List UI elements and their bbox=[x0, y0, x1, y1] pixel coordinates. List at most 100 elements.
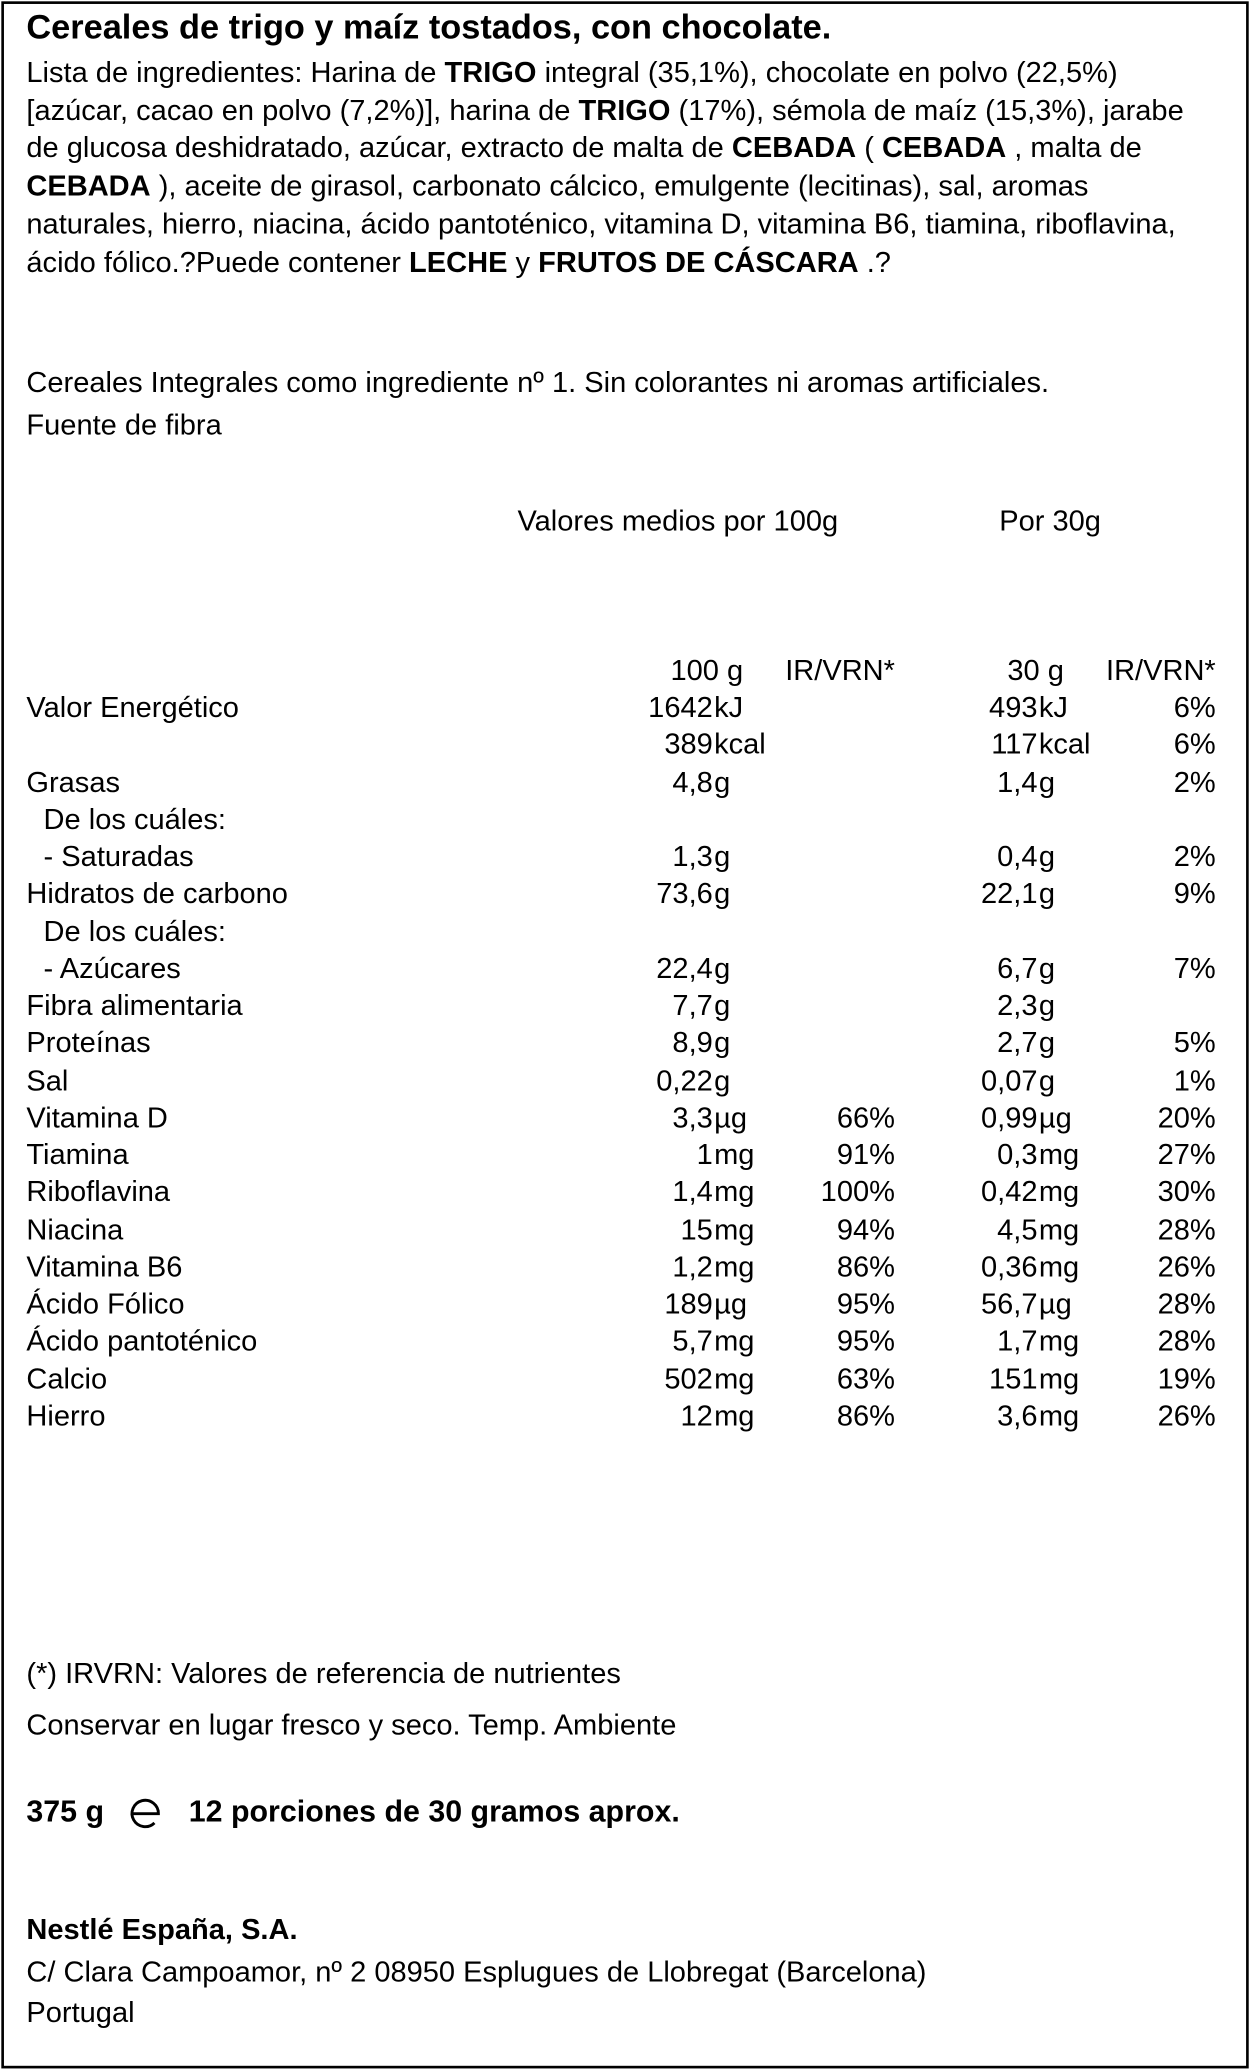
allergen: CEBADA bbox=[881, 131, 1007, 165]
ingredient-text: y bbox=[507, 244, 539, 278]
unit-100g: mg bbox=[714, 1249, 755, 1283]
value-100g: 389 bbox=[664, 727, 713, 761]
ir-30g: 27% bbox=[1157, 1137, 1216, 1171]
value-30g: 117 bbox=[991, 727, 1038, 761]
value-100g: 1,3 bbox=[672, 839, 713, 873]
value-30g: 0,42 bbox=[980, 1175, 1038, 1209]
nutrient-name: De los cuáles: bbox=[43, 914, 226, 948]
unit-30g: mg bbox=[1038, 1361, 1080, 1395]
ir-30g: 28% bbox=[1157, 1212, 1216, 1246]
value-100g: 8,9 bbox=[672, 1025, 713, 1059]
value-100g: 189 bbox=[664, 1287, 713, 1320]
allergen: TRIGO bbox=[578, 93, 671, 127]
ir-30g: 26% bbox=[1157, 1249, 1216, 1283]
ingredient-text: ( bbox=[856, 131, 882, 165]
value-100g: 12 bbox=[680, 1398, 713, 1432]
ir-30g: 28% bbox=[1157, 1287, 1216, 1320]
value-100g: 1 bbox=[696, 1137, 713, 1171]
value-30g: 0,4 bbox=[997, 839, 1038, 873]
nutrient-name: Fibra alimentaria bbox=[26, 988, 243, 1022]
company-address: C/ Clara Campoamor, nº 2 08950 Esplugues… bbox=[26, 1954, 927, 1988]
nutrient-name: Ácido pantoténico bbox=[26, 1324, 258, 1358]
value-100g: 1,4 bbox=[672, 1175, 713, 1209]
unit-30g: µg bbox=[1038, 1287, 1072, 1320]
ir-30g: 30% bbox=[1157, 1175, 1216, 1209]
allergen: LECHE bbox=[409, 244, 508, 278]
nutrient-name: - Saturadas bbox=[43, 839, 194, 873]
nutrient-name: De los cuáles: bbox=[43, 802, 226, 836]
portions: 12 porciones de 30 gramos aprox. bbox=[188, 1793, 680, 1829]
title: Cereales de trigo y maíz tostados, con c… bbox=[26, 6, 832, 47]
unit-30g: mg bbox=[1038, 1175, 1080, 1209]
unit-100g: g bbox=[714, 764, 731, 798]
group-header: Por 30g bbox=[999, 504, 1101, 538]
unit-30g: µg bbox=[1038, 1100, 1072, 1134]
value-100g: 22,4 bbox=[656, 951, 713, 985]
value-30g: 1,4 bbox=[997, 764, 1038, 798]
value-30g: 2,3 bbox=[997, 988, 1038, 1022]
value-30g: 3,6 bbox=[997, 1398, 1038, 1432]
unit-100g: g bbox=[714, 1025, 731, 1059]
value-30g: 0,99 bbox=[980, 1100, 1038, 1134]
ingredient-text: , malta de bbox=[1006, 131, 1142, 165]
nutrient-name: Vitamina B6 bbox=[26, 1249, 183, 1283]
ir-30g: 6% bbox=[1173, 727, 1216, 761]
value-100g: 3,3 bbox=[672, 1100, 713, 1134]
company-name: Nestlé España, S.A. bbox=[26, 1912, 298, 1946]
nutrient-name: Valor Energético bbox=[26, 690, 239, 724]
value-30g: 0,36 bbox=[980, 1249, 1038, 1283]
nutrient-name: Niacina bbox=[26, 1212, 124, 1246]
ingredient-text: (17%), sémola de maíz (15,3%), jarabe de… bbox=[26, 93, 1184, 165]
unit-30g: mg bbox=[1038, 1324, 1080, 1358]
value-100g: 1,2 bbox=[672, 1249, 713, 1283]
column-header: 30 g bbox=[1007, 653, 1064, 687]
claim: Cereales Integrales como ingrediente nº … bbox=[26, 365, 1050, 399]
value-100g: 4,8 bbox=[672, 764, 713, 798]
ir-100g: 95% bbox=[836, 1324, 895, 1358]
nutrient-name: Proteínas bbox=[26, 1025, 151, 1059]
value-30g: 151 bbox=[989, 1361, 1038, 1395]
unit-30g: g bbox=[1038, 876, 1056, 910]
ir-30g: 28% bbox=[1157, 1324, 1216, 1358]
column-header: 100 g bbox=[670, 653, 744, 687]
unit-30g: g bbox=[1038, 839, 1056, 873]
ingredient-text: integral (35,1%), chocolate en polvo (22… bbox=[26, 55, 1118, 127]
ir-100g: 63% bbox=[836, 1361, 895, 1395]
ir-30g: 19% bbox=[1157, 1361, 1216, 1395]
value-100g: 1642 bbox=[648, 690, 713, 724]
storage: Conservar en lugar fresco y seco. Temp. … bbox=[26, 1708, 677, 1742]
value-30g: 6,7 bbox=[997, 951, 1038, 985]
unit-30g: mg bbox=[1038, 1137, 1080, 1171]
ir-100g: 86% bbox=[836, 1398, 895, 1432]
value-100g: 502 bbox=[664, 1361, 713, 1395]
nutrient-name: Hidratos de carbono bbox=[26, 876, 288, 910]
unit-100g: mg bbox=[714, 1398, 755, 1432]
ir-100g: 66% bbox=[836, 1100, 895, 1134]
footnote: (*) IRVRN: Valores de referencia de nutr… bbox=[26, 1656, 621, 1690]
value-100g: 73,6 bbox=[656, 876, 713, 910]
unit-30g: g bbox=[1038, 1025, 1056, 1059]
group-header: Valores medios por 100g bbox=[517, 504, 839, 538]
ir-30g: 20% bbox=[1157, 1100, 1216, 1134]
column-header: IR/VRN* bbox=[785, 653, 895, 687]
value-30g: 0,07 bbox=[980, 1063, 1038, 1097]
ingredients: Lista de ingredientes: Harina de TRIGO i… bbox=[26, 54, 1214, 281]
unit-30g: kJ bbox=[1038, 690, 1068, 724]
nutrient-name: Sal bbox=[26, 1063, 69, 1097]
nutrient-name: Hierro bbox=[26, 1398, 106, 1432]
unit-30g: g bbox=[1038, 764, 1056, 798]
value-100g: 5,7 bbox=[672, 1324, 713, 1358]
ir-30g: 9% bbox=[1173, 876, 1216, 910]
value-30g: 0,3 bbox=[997, 1137, 1038, 1171]
unit-100g: mg bbox=[714, 1137, 755, 1171]
estimated-sign bbox=[130, 1798, 160, 1829]
ingredient-text: ), aceite de girasol, carbonato cálcico,… bbox=[26, 169, 1176, 278]
value-30g: 1,7 bbox=[997, 1324, 1038, 1358]
unit-100g: g bbox=[714, 1063, 731, 1097]
ir-30g: 6% bbox=[1173, 690, 1216, 724]
ingredient-text: Lista de ingredientes: Harina de bbox=[26, 55, 445, 89]
ingredient-text: .? bbox=[858, 244, 891, 278]
net-weight: 375 g bbox=[26, 1793, 105, 1829]
